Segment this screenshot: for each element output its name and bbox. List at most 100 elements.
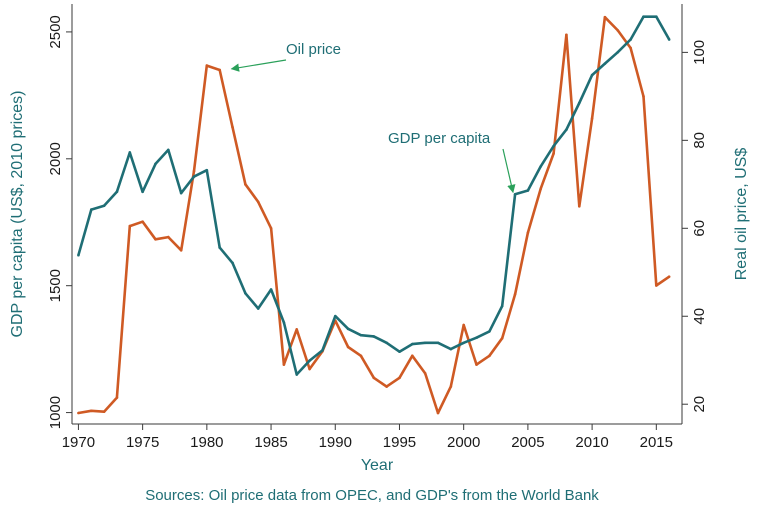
gdp-per-capita-point: [667, 38, 671, 41]
gdp-per-capita-point: [295, 373, 299, 376]
oil-price-point: [218, 68, 221, 72]
oil-price-annotation-arrow: [230, 59, 287, 72]
x-tick-label: 1990: [319, 434, 352, 451]
oil-price-point: [655, 284, 658, 287]
oil-price-point: [77, 411, 80, 415]
gdp-per-capita-point: [115, 190, 119, 194]
gdp-per-capita-point: [398, 350, 401, 353]
left-y-tick-label: 2500: [47, 15, 64, 48]
gdp-per-capita-point: [577, 101, 581, 105]
oil-price-point: [590, 117, 594, 120]
source-note: Sources: Oil price data from OPEC, and G…: [145, 487, 599, 504]
gdp-per-capita-point: [385, 341, 388, 345]
gdp-per-capita-point: [513, 193, 517, 196]
x-tick-label: 1985: [254, 434, 287, 451]
oil-price-point: [256, 200, 260, 204]
x-tick-label: 1980: [190, 434, 223, 451]
oil-price-point: [385, 385, 388, 388]
oil-price-point: [462, 323, 465, 327]
oil-price-point: [423, 372, 427, 375]
gdp-per-capita-point: [77, 253, 80, 257]
gdp-per-capita-point: [500, 304, 504, 308]
gdp-per-capita-point: [141, 190, 144, 194]
gdp-per-capita-point: [179, 191, 183, 195]
oil-price-point: [513, 292, 517, 296]
gdp-per-capita-point: [244, 292, 247, 295]
gdp-per-capita-point: [346, 327, 350, 331]
oil-price-point: [154, 237, 157, 241]
series-layer: [77, 15, 671, 415]
gdp-annotation: GDP per capita: [388, 130, 491, 147]
oil-price-annotation: Oil price: [286, 41, 341, 58]
oil-price-point: [488, 354, 491, 358]
gdp-per-capita-point: [655, 15, 658, 18]
gdp-per-capita-point: [321, 349, 324, 352]
gdp-per-capita-point: [590, 73, 594, 77]
gdp-per-capita-point: [475, 336, 478, 340]
x-tick-label: 1970: [62, 434, 95, 451]
right-y-axis-ticks: 20 40 60 80 100: [682, 40, 708, 413]
oil-price-point: [526, 231, 530, 234]
gdp-per-capita-point: [192, 175, 196, 178]
left-y-tick-label: 1500: [47, 269, 64, 302]
gdp-per-capita-point: [102, 204, 106, 208]
gdp-per-capita-point: [565, 128, 568, 131]
gdp-per-capita-point: [167, 148, 170, 152]
oil-price-point: [667, 275, 671, 278]
right-y-axis-title: Real oil price, US$: [733, 148, 750, 281]
oil-price-point: [231, 125, 234, 129]
gdp-per-capita-point: [308, 359, 311, 362]
oil-price-point: [436, 411, 440, 415]
oil-price-series: [77, 15, 671, 415]
gdp-per-capita-point: [411, 342, 414, 346]
oil-price-point: [552, 152, 555, 155]
oil-price-point: [115, 396, 119, 399]
gdp-per-capita-point: [231, 261, 234, 265]
right-y-tick-label: 80: [691, 132, 708, 149]
gdp-per-capita-point: [629, 38, 632, 41]
oil-price-point: [192, 169, 196, 173]
gdp-per-capita-point: [372, 335, 376, 338]
gdp-annotation-arrow: [502, 148, 516, 194]
oil-price-point: [205, 64, 209, 67]
gdp-per-capita-point: [89, 208, 93, 211]
oil-price-point: [128, 224, 132, 228]
gdp-per-capita-point: [436, 341, 440, 345]
oil-price-point: [411, 354, 414, 358]
gdp-per-capita-point: [603, 62, 607, 65]
gdp-per-capita-point: [333, 314, 337, 318]
gdp-per-capita-series: [77, 15, 671, 376]
oil-price-point: [269, 226, 273, 230]
left-y-axis-title: GDP per capita (US$, 2010 prices): [9, 91, 26, 338]
x-tick-label: 1975: [126, 434, 159, 451]
oil-price-point: [475, 363, 478, 366]
left-y-tick-label: 1000: [47, 396, 64, 429]
left-y-tick-label: 2000: [47, 142, 64, 175]
gdp-per-capita-point: [423, 341, 427, 345]
annotations: Oil price GDP per capita: [230, 41, 516, 194]
x-tick-label: 2000: [447, 434, 480, 451]
oil-price-point: [141, 220, 144, 223]
oil-price-point: [500, 336, 504, 340]
oil-price-point: [565, 33, 568, 37]
gdp-per-capita-point: [642, 15, 645, 18]
gdp-per-capita-point: [128, 151, 132, 154]
gdp-per-capita-point: [205, 168, 209, 172]
x-tick-label: 1995: [383, 434, 416, 451]
oil-price-point: [89, 409, 93, 413]
oil-price-point: [244, 183, 247, 186]
oil-price-point: [295, 328, 299, 331]
oil-price-point: [282, 363, 286, 366]
gdp-per-capita-point: [462, 341, 465, 345]
gdp-per-capita-point: [488, 330, 491, 333]
oil-price-point: [616, 29, 620, 32]
oil-price-point: [577, 205, 581, 208]
gdp-per-capita-point: [218, 246, 221, 249]
x-tick-label: 2015: [640, 434, 673, 451]
oil-price-point: [372, 376, 376, 380]
x-tick-label: 2005: [511, 434, 544, 451]
right-y-tick-label: 20: [691, 396, 708, 413]
oil-price-point: [359, 354, 363, 358]
gdp-per-capita-point: [616, 50, 620, 54]
